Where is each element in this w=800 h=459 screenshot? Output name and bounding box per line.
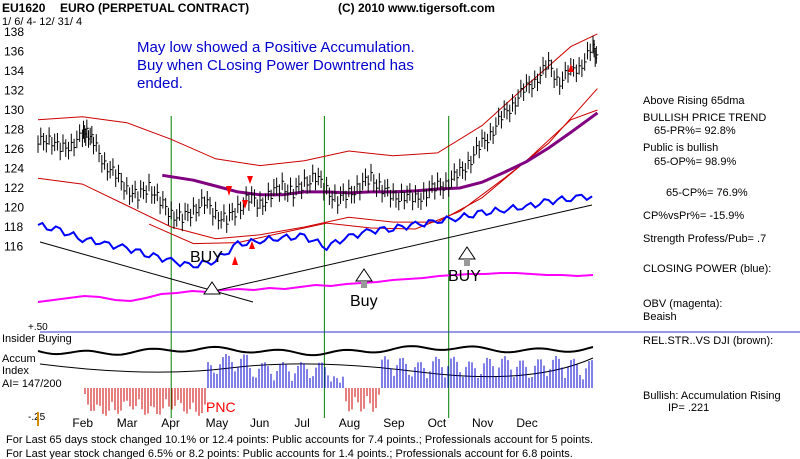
bullish-price-trend: BULLISH PRICE TREND bbox=[643, 112, 766, 124]
ma65-line bbox=[162, 111, 599, 197]
month-label: May bbox=[206, 416, 229, 430]
buy-signal-3: BUY bbox=[448, 268, 481, 285]
contract-name: EURO (PERPETUAL CONTRACT) bbox=[60, 1, 249, 15]
op-65: 65-OP%= 98.9% bbox=[654, 156, 736, 168]
obv-path bbox=[37, 272, 594, 303]
footer-line-1: For Last 65 days stock changed 10.1% or … bbox=[6, 434, 593, 446]
buy-signal-2: Buy bbox=[350, 293, 378, 310]
insider-level-top: +.50 bbox=[28, 322, 48, 333]
trend-lines bbox=[39, 204, 593, 303]
rel-strength-path bbox=[37, 345, 594, 357]
y-tick-label: 128 bbox=[4, 123, 24, 137]
month-label: Aug bbox=[339, 416, 360, 430]
up-arrow-2 bbox=[232, 256, 238, 265]
annotation-line-3: ended. bbox=[137, 75, 183, 92]
y-tick-label: 136 bbox=[4, 45, 24, 59]
buy-signal-1: BUY bbox=[190, 249, 223, 266]
accum-label-2: Index bbox=[2, 365, 29, 377]
red-arrows bbox=[226, 64, 574, 265]
annotation-line-2: Buy when CLosing Power Downtrend has bbox=[137, 57, 414, 74]
pnc-label: PNC bbox=[206, 399, 236, 415]
y-tick-label: 120 bbox=[4, 201, 24, 215]
accum-level-bottom: -.25 bbox=[28, 412, 46, 423]
pr-65: 65-PR%= 92.8% bbox=[654, 125, 736, 137]
accum-label-1: Accum bbox=[2, 353, 36, 365]
insider-buying-label: Insider Buying bbox=[2, 333, 72, 345]
cp-vs-pr: CP%vsPr%= -15.9% bbox=[643, 210, 744, 222]
y-tick-label: 134 bbox=[4, 64, 24, 78]
strength: Strength Profess/Pub= .7 bbox=[643, 233, 766, 245]
upper-band-line bbox=[37, 33, 598, 167]
obv-status: Beaish bbox=[643, 311, 677, 323]
price-bars bbox=[37, 35, 599, 233]
down-arrow-1 bbox=[226, 186, 232, 196]
closing-power-path bbox=[37, 193, 593, 269]
signal-lines bbox=[170, 116, 450, 418]
closing-power-label: CLOSING POWER (blue): bbox=[643, 263, 771, 275]
obv-label: OBV (magenta): bbox=[643, 298, 722, 310]
above-65dma: Above Rising 65dma bbox=[643, 95, 745, 107]
down-arrow-3 bbox=[242, 200, 248, 209]
month-label: Sep bbox=[383, 416, 405, 430]
y-tick-label: 116 bbox=[4, 240, 23, 254]
closing-power-line bbox=[37, 193, 593, 269]
y-tick-label: 118 bbox=[4, 220, 23, 234]
month-label: Feb bbox=[72, 416, 93, 430]
symbol-label: EU1620 bbox=[2, 1, 46, 15]
date-range: 1/ 6/ 4- 12/ 31/ 4 bbox=[2, 16, 82, 28]
down-arrow-2 bbox=[247, 176, 253, 184]
month-label: Apr bbox=[161, 416, 180, 430]
buy-arrow-1 bbox=[203, 281, 221, 295]
ai-value: AI= 147/200 bbox=[2, 378, 62, 390]
month-label: Oct bbox=[428, 416, 447, 430]
obv-line bbox=[37, 272, 594, 303]
month-label: Jun bbox=[250, 416, 269, 430]
copyright: (C) 2010 www.tigersoft.com bbox=[338, 1, 495, 15]
accumulation-histogram bbox=[84, 354, 593, 416]
ip-value: IP= .221 bbox=[668, 402, 709, 414]
y-tick-label: 130 bbox=[4, 103, 24, 117]
buy-arrow-2 bbox=[355, 268, 373, 288]
buy-arrow-3 bbox=[458, 246, 476, 266]
y-axis-ticks: 116 118 120 122 124 126 128 130 132 134 136 138 bbox=[4, 25, 24, 254]
month-label: Mar bbox=[117, 416, 138, 430]
annotation-line-1: May low showed a Positive Accumulation. bbox=[137, 39, 415, 56]
uptrend-line bbox=[204, 204, 593, 294]
relative-strength-line bbox=[37, 345, 594, 378]
cp-65: 65-CP%= 76.9% bbox=[666, 187, 748, 199]
y-tick-label: 138 bbox=[4, 25, 24, 39]
y-tick-label: 126 bbox=[4, 142, 24, 156]
bullish-accum: Bullish: Accumulation Rising bbox=[643, 390, 781, 402]
month-label: Dec bbox=[516, 416, 537, 430]
month-axis: Feb Mar Apr May Jun Jul Aug Sep Oct Nov Dec bbox=[72, 416, 537, 430]
accum-ma-path bbox=[39, 357, 594, 378]
y-tick-label: 122 bbox=[4, 181, 24, 195]
right-panel: Above Rising 65dma BULLISH PRICE TREND 6… bbox=[643, 95, 781, 414]
relstr-label: REL.STR..VS DJI (brown): bbox=[643, 335, 773, 347]
y-tick-label: 124 bbox=[4, 162, 24, 176]
month-label: Jul bbox=[294, 416, 309, 430]
public-bullish: Public is bullish bbox=[643, 142, 718, 154]
up-arrow-3 bbox=[568, 64, 574, 72]
footer-line-2: For Last year stock changed 6.5% or 8.2 … bbox=[6, 448, 573, 459]
lower-band-line bbox=[37, 109, 598, 240]
month-label: Nov bbox=[472, 416, 493, 430]
y-tick-label: 132 bbox=[4, 84, 24, 98]
up-arrow-1 bbox=[249, 241, 255, 249]
